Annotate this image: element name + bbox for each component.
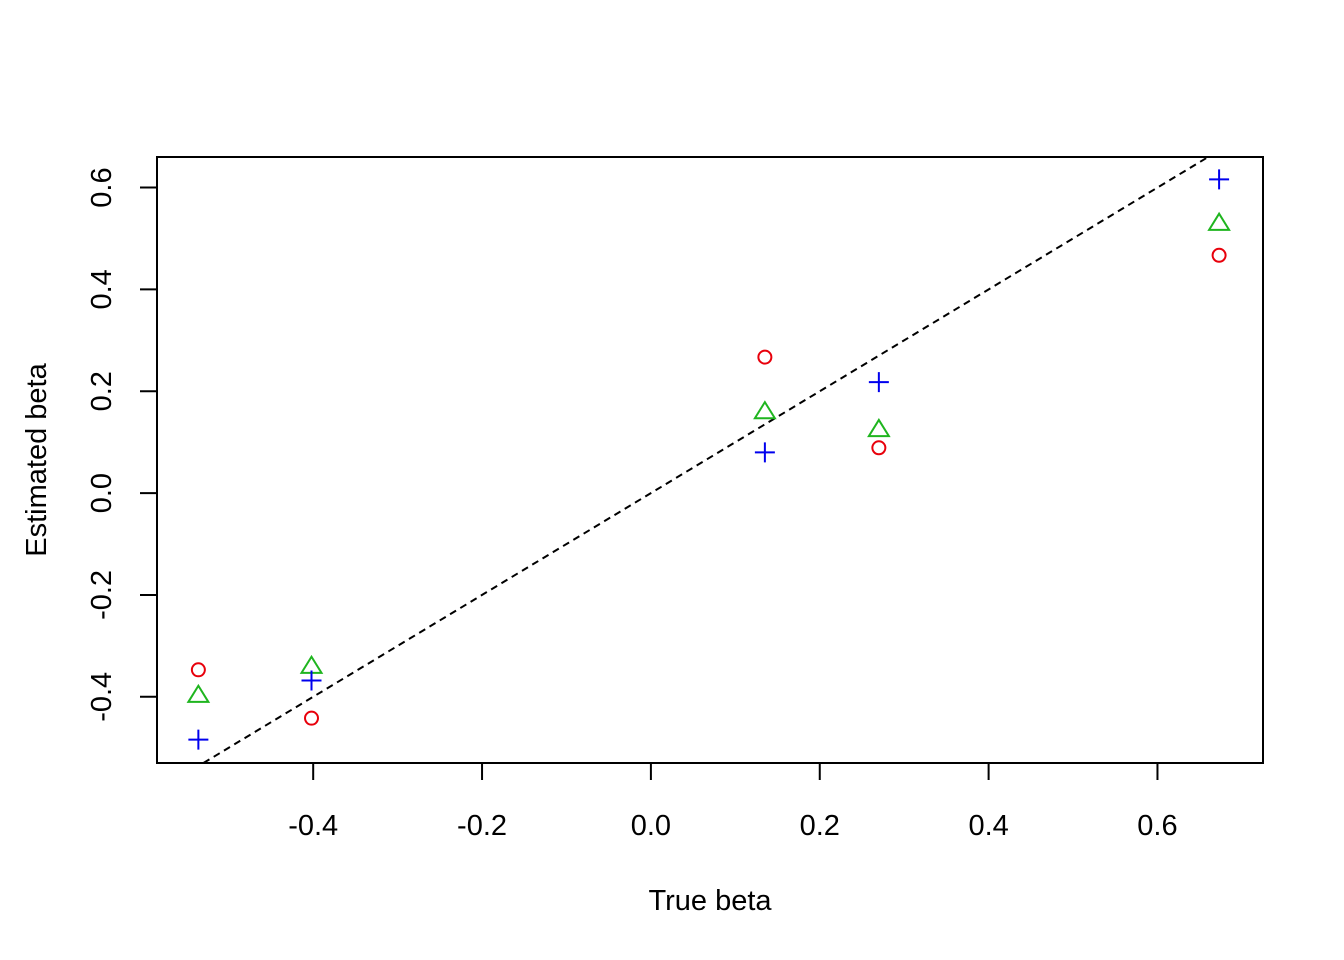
- data-point-triangle: [867, 418, 891, 438]
- data-point-circle: [757, 349, 773, 365]
- reference-line: [202, 156, 1209, 764]
- series-circle: [190, 247, 1227, 726]
- x-tick-label: 0.4: [968, 810, 1008, 842]
- y-axis: -0.4 -0.2 0.0 0.2 0.4 0.6: [86, 167, 158, 722]
- x-axis-label: True beta: [648, 885, 772, 917]
- data-point-plus: [301, 670, 322, 691]
- data-point-circle: [304, 710, 320, 726]
- plot-frame: [156, 156, 1264, 764]
- y-tick-label: -0.2: [86, 570, 118, 620]
- data-point-plus: [754, 442, 775, 463]
- series-triangle: [186, 211, 1231, 703]
- y-tick-label: 0.0: [86, 473, 118, 513]
- x-tick-label: 0.2: [800, 810, 840, 842]
- x-tick-label: 0.6: [1137, 810, 1177, 842]
- x-tick-label: -0.2: [457, 810, 507, 842]
- points-layer: [186, 169, 1231, 750]
- data-point-circle: [190, 662, 206, 678]
- data-point-triangle: [186, 683, 211, 703]
- data-point-plus: [1209, 169, 1230, 190]
- data-point-circle: [1211, 247, 1227, 263]
- data-point-triangle: [1207, 211, 1231, 231]
- reference-line-layer: [202, 156, 1209, 764]
- y-axis-label: Estimated beta: [21, 362, 53, 556]
- x-tick-label: 0.0: [631, 810, 671, 842]
- series-plus: [188, 169, 1230, 750]
- x-axis: -0.4 -0.2 0.0 0.2 0.4 0.6: [288, 762, 1178, 842]
- y-tick-label: -0.4: [86, 672, 118, 722]
- data-point-plus: [188, 729, 209, 750]
- y-tick-label: 0.4: [86, 269, 118, 309]
- data-point-triangle: [299, 654, 324, 674]
- y-tick-label: 0.2: [86, 371, 118, 411]
- x-tick-label: -0.4: [288, 810, 338, 842]
- data-point-triangle: [753, 400, 777, 420]
- data-point-circle: [871, 440, 887, 456]
- data-point-plus: [868, 372, 889, 393]
- y-tick-label: 0.6: [86, 167, 118, 207]
